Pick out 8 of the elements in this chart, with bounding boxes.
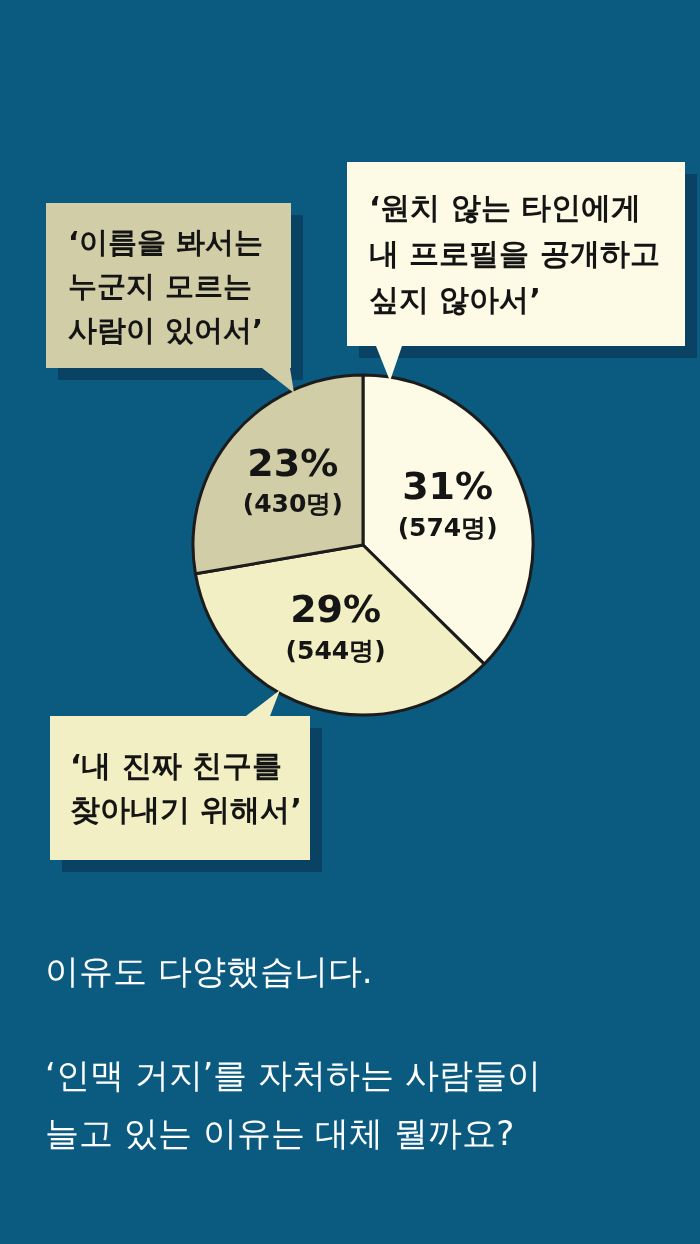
data-label: 23% (430명) [242,440,343,519]
data-label: 29% (544명) [285,587,386,666]
text: ‘인맥 거지’를 자처하는 사람들이 늘고 있는 이유는 대체 뭘까요? [45,1054,543,1155]
slice-label: ‘이름을 봐서는 누군지 모르는 사람이 있어서’ [68,223,265,349]
slice-label: ‘원치 않는 타인에게 내 프로필을 공개하고 싶지 않아서’ [369,189,661,319]
slice-label: ‘내 진짜 친구를 찾아내기 위해서’ [70,747,302,829]
text: 이유도 다양했습니다. [45,950,374,993]
data-label: 31% (574명) [397,464,498,542]
